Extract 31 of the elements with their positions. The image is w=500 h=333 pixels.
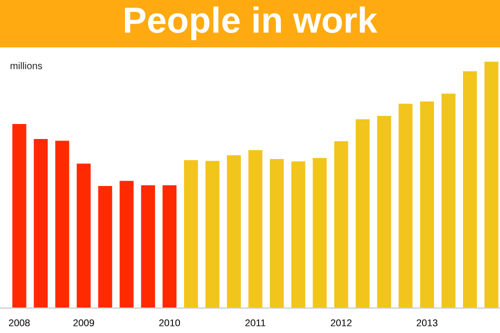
bar xyxy=(484,62,498,308)
bar xyxy=(420,102,434,308)
bar xyxy=(98,186,112,308)
x-tick-label: 2009 xyxy=(73,319,94,326)
y-axis-title: millions xyxy=(10,62,42,70)
bar xyxy=(55,140,70,308)
x-tick-label: 2010 xyxy=(159,319,180,326)
bar xyxy=(442,94,456,308)
bar xyxy=(291,161,306,308)
x-tick-label: 2008 xyxy=(8,319,30,326)
bar xyxy=(398,104,413,308)
bar xyxy=(377,116,392,308)
bar xyxy=(248,150,262,308)
chart-title: People in work xyxy=(125,6,378,40)
bar xyxy=(334,141,348,308)
bar xyxy=(120,180,134,308)
bar xyxy=(205,160,220,308)
bar xyxy=(270,158,284,308)
bar xyxy=(184,160,198,308)
bar xyxy=(356,119,370,308)
bar xyxy=(141,185,156,308)
x-tick-label: 2011 xyxy=(245,319,266,326)
bar xyxy=(462,71,477,308)
bar xyxy=(312,158,327,308)
bar xyxy=(76,164,91,308)
x-tick-label: 2013 xyxy=(416,319,438,326)
x-tick-label: 2012 xyxy=(330,319,352,326)
bar xyxy=(12,124,26,308)
bar xyxy=(226,155,241,308)
bar xyxy=(162,185,176,308)
bar xyxy=(34,138,48,308)
